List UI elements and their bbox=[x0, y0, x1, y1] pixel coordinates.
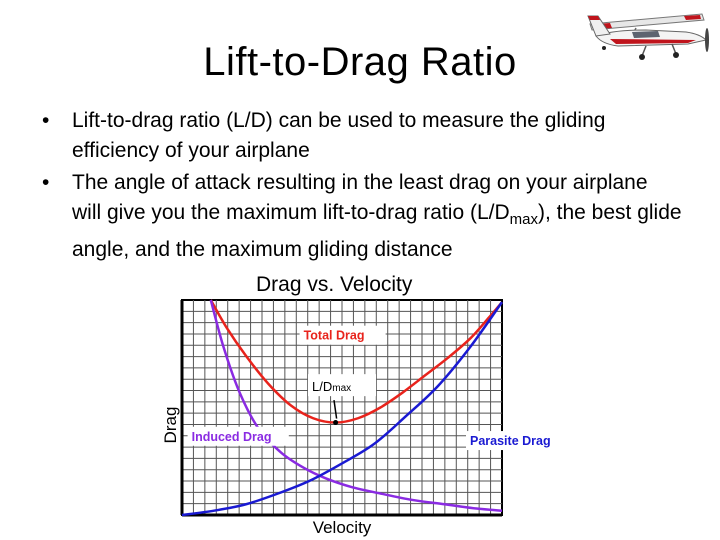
bullet-text-before: The angle of attack resulting in the lea… bbox=[72, 171, 648, 224]
chart-title: Drag vs. Velocity bbox=[256, 273, 413, 296]
induced-drag-label-box bbox=[187, 426, 289, 446]
bullet-list: • Lift-to-drag ratio (L/D) can be used t… bbox=[42, 106, 682, 267]
parasite-drag-line bbox=[181, 301, 504, 517]
bullet-text-after: ), the best glide angle, and the maximum… bbox=[72, 201, 682, 262]
bullet-dot: • bbox=[42, 171, 50, 194]
bullet-item-1: • Lift-to-drag ratio (L/D) can be used t… bbox=[42, 106, 682, 166]
y-axis-label: Drag bbox=[161, 407, 180, 444]
bullet-text: Lift-to-drag ratio (L/D) can be used to … bbox=[72, 109, 606, 162]
bullet-dot: • bbox=[42, 109, 50, 132]
x-axis-label: Velocity bbox=[313, 518, 372, 537]
ld-max-label-box bbox=[308, 374, 376, 397]
induced-drag-label: Induced Drag bbox=[192, 430, 272, 444]
ld-max-arrow bbox=[333, 400, 338, 419]
parasite-drag-label: Parasite Drag bbox=[470, 434, 551, 448]
total-drag-label: Total Drag bbox=[304, 329, 365, 343]
bullet-item-2: • The angle of attack resulting in the l… bbox=[42, 168, 682, 265]
parasite-drag-label-box bbox=[466, 431, 575, 451]
induced-drag-line bbox=[209, 299, 503, 512]
slide-title: Lift-to-Drag Ratio bbox=[203, 40, 517, 84]
total-drag-line bbox=[209, 299, 503, 424]
cessna-airplane-icon bbox=[587, 13, 709, 60]
ld-max-point bbox=[333, 420, 339, 426]
total-drag-label-box bbox=[299, 325, 386, 345]
ld-max-label: L/Dmax bbox=[312, 379, 351, 394]
bullet-subscript: max bbox=[509, 211, 538, 229]
